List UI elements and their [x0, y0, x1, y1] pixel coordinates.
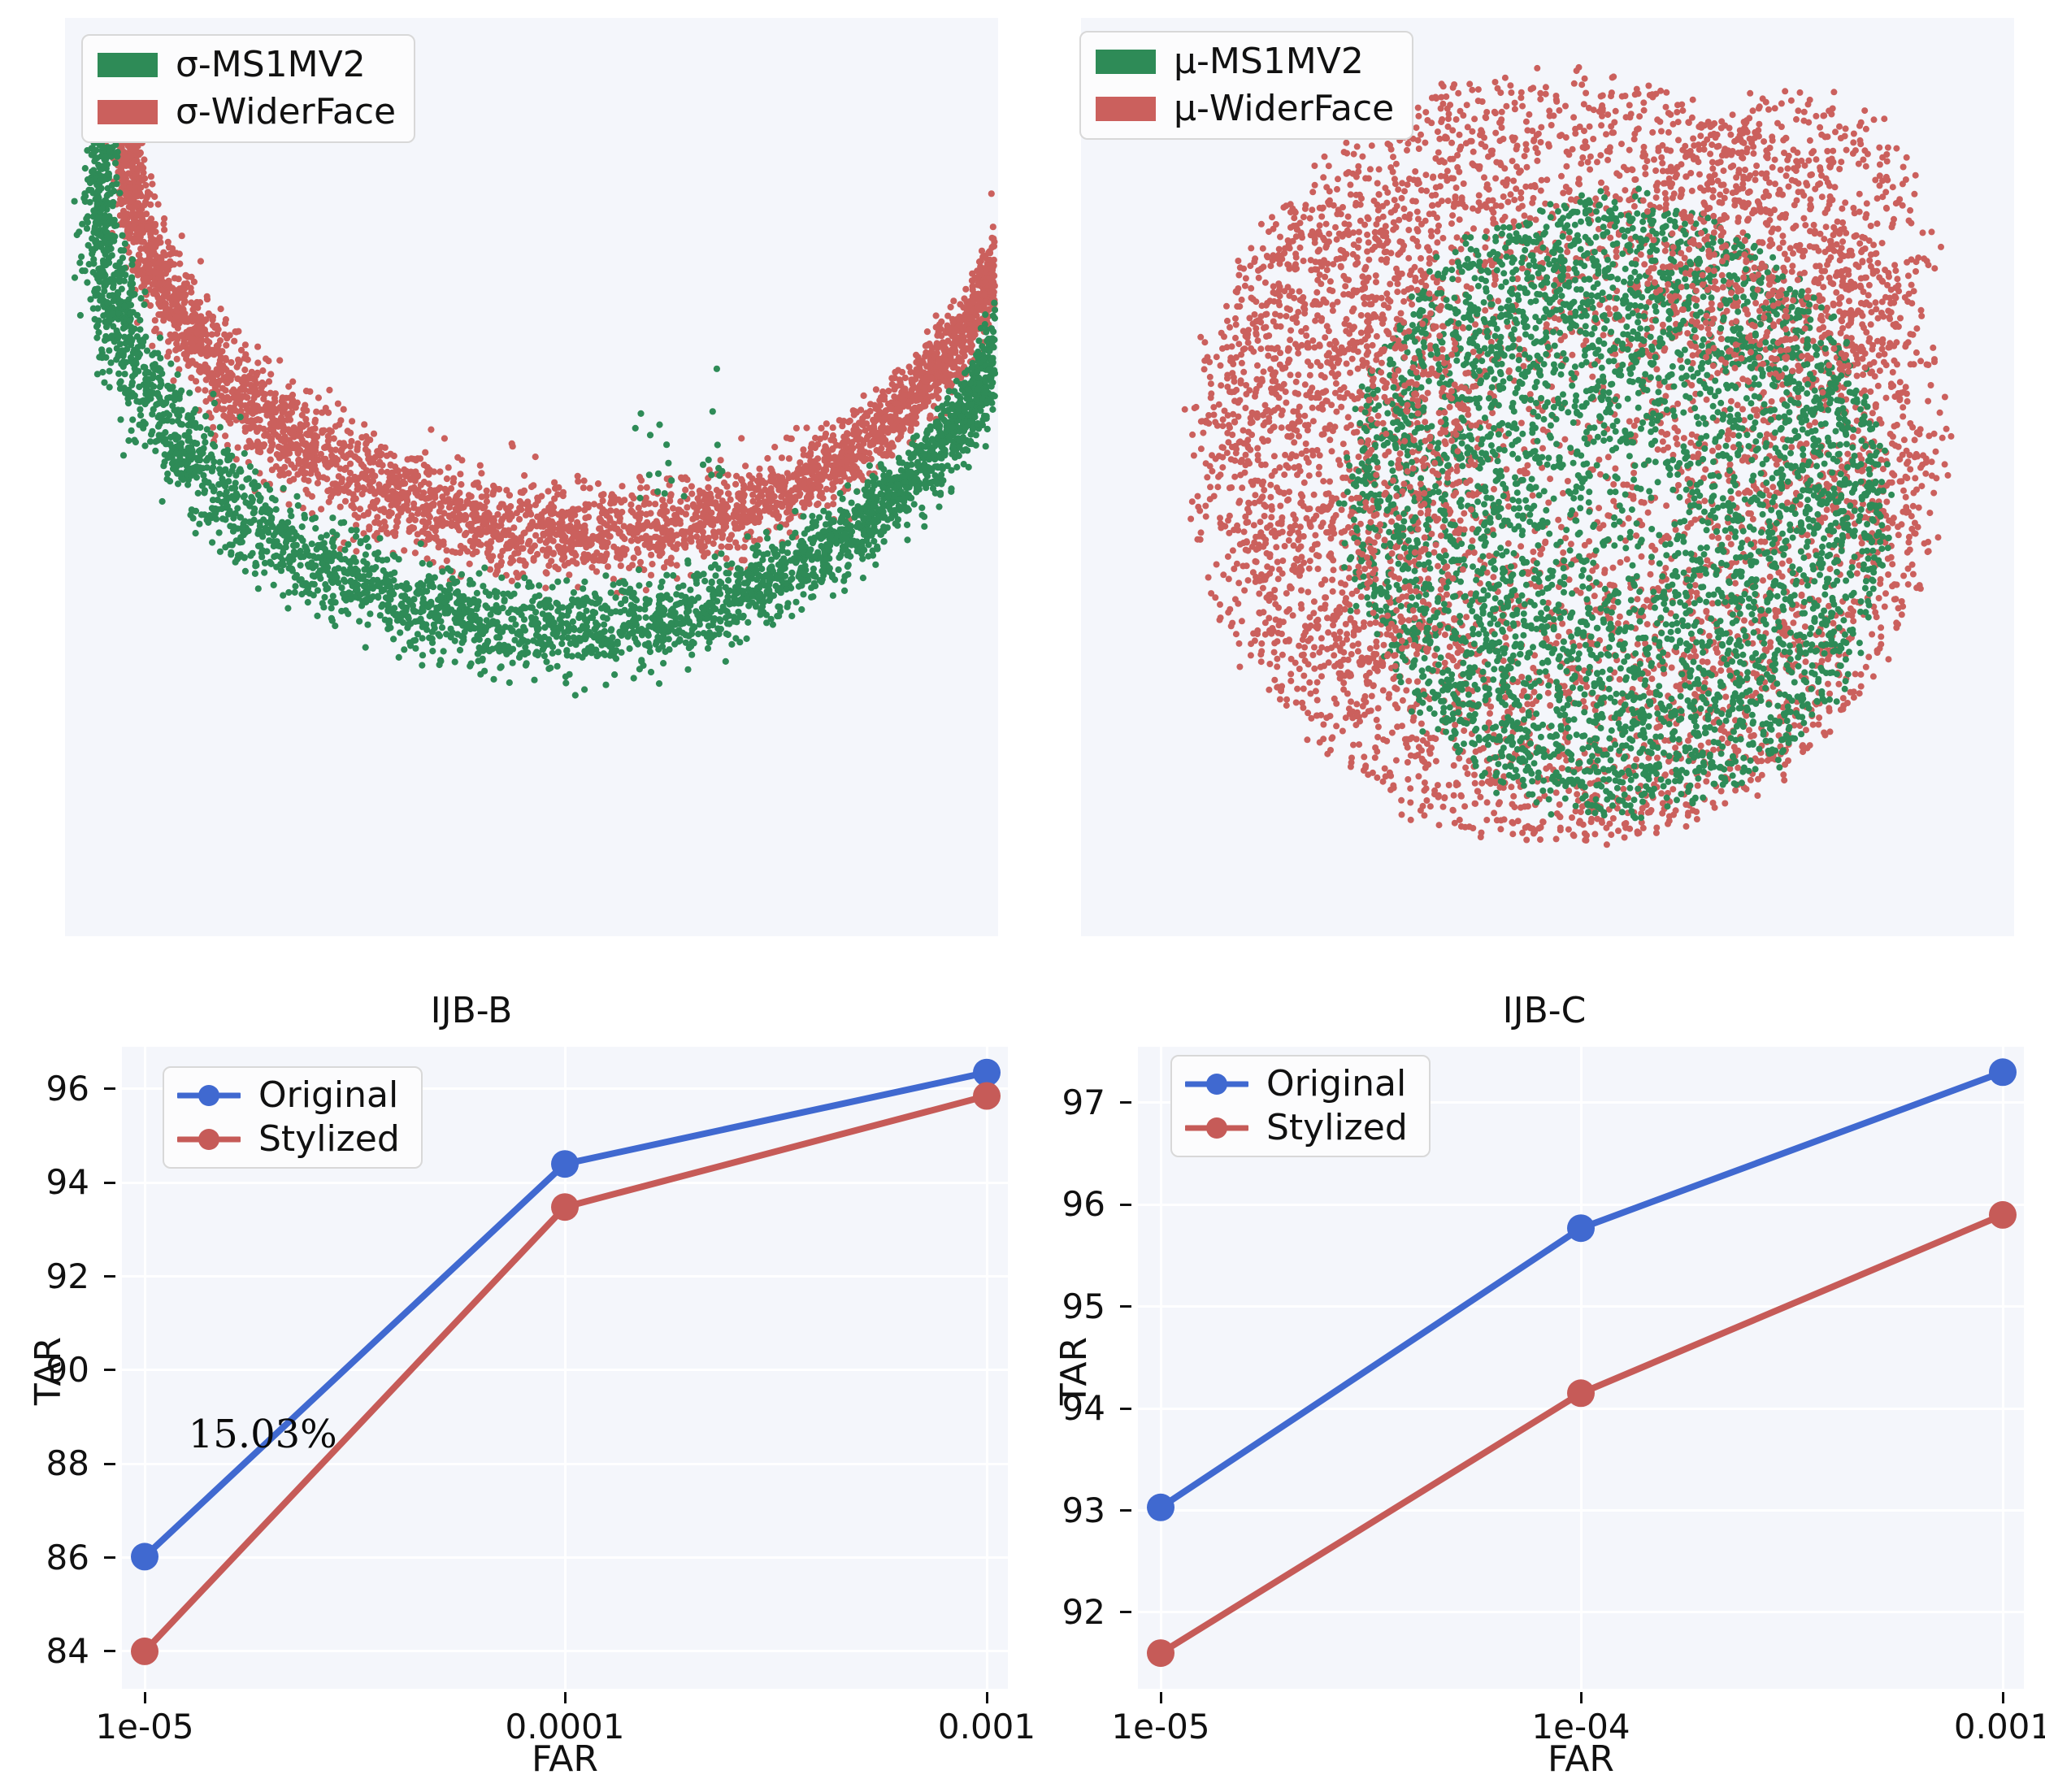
legend-label-original: Original — [258, 1074, 399, 1116]
legend-label-sigma-widerface: σ-WiderFace — [176, 91, 397, 132]
green-swatch-icon — [1096, 50, 1156, 74]
legend-label-original: Original — [1266, 1063, 1407, 1104]
red-line-marker-icon — [177, 1127, 241, 1152]
ijb-b-x-axis-label: FAR — [532, 1738, 598, 1780]
gridline-vertical — [143, 1047, 146, 1689]
y-tick-label: 86 — [46, 1537, 89, 1577]
red-swatch-icon — [98, 100, 158, 124]
gridline-vertical — [985, 1047, 988, 1689]
ijb-b-legend[interactable]: Original Stylized — [163, 1066, 423, 1169]
legend-label-sigma-ms1mv2: σ-MS1MV2 — [176, 44, 366, 85]
ijb-b-lines — [131, 1058, 1001, 1665]
x-tick-label: 1e-05 — [95, 1707, 194, 1746]
blue-line-marker-icon — [177, 1083, 241, 1108]
legend-item-stylized[interactable]: Stylized — [1185, 1110, 1408, 1146]
x-tick-mark — [1579, 1692, 1583, 1703]
legend-label-stylized: Stylized — [1266, 1107, 1408, 1148]
ijb-c-title: IJB-C — [1502, 990, 1587, 1031]
y-tick-mark — [104, 1369, 115, 1372]
legend-item-original[interactable]: Original — [177, 1078, 400, 1113]
x-tick-mark — [985, 1692, 988, 1703]
y-tick-label: 96 — [46, 1068, 89, 1109]
legend-item-sigma-ms1mv2[interactable]: σ-MS1MV2 — [98, 47, 396, 83]
gridline-vertical — [563, 1047, 567, 1689]
ijb-c-legend[interactable]: Original Stylized — [1170, 1055, 1431, 1157]
x-tick-mark — [1159, 1692, 1162, 1703]
gridline-vertical — [1579, 1047, 1583, 1689]
y-tick-label: 90 — [46, 1349, 89, 1390]
x-tick-label: 1e-05 — [1111, 1707, 1210, 1746]
gridline-vertical — [1159, 1047, 1162, 1689]
x-tick-mark — [563, 1692, 567, 1703]
sigma-scatter-panel — [65, 18, 998, 936]
y-tick-mark — [104, 1181, 115, 1184]
y-tick-mark — [104, 1087, 115, 1091]
ijb-b-annotation: 15.03% — [188, 1411, 337, 1457]
mu-scatter-panel — [1081, 18, 2014, 936]
sigma-scatter-legend[interactable]: σ-MS1MV2 σ-WiderFace — [81, 34, 416, 143]
y-tick-mark — [1120, 1509, 1131, 1512]
y-tick-label: 94 — [46, 1162, 89, 1203]
x-tick-label: 0.0001 — [505, 1707, 625, 1746]
y-tick-mark — [1120, 1101, 1131, 1104]
y-tick-label: 97 — [1062, 1082, 1105, 1122]
gridline-vertical — [2001, 1047, 2004, 1689]
y-tick-label: 95 — [1062, 1286, 1105, 1326]
y-tick-label: 92 — [46, 1256, 89, 1296]
red-line-marker-icon — [1185, 1116, 1248, 1140]
legend-item-sigma-widerface[interactable]: σ-WiderFace — [98, 94, 396, 130]
blue-line-marker-icon — [1185, 1072, 1248, 1096]
y-tick-label: 93 — [1062, 1490, 1105, 1530]
y-tick-mark — [104, 1275, 115, 1278]
y-tick-mark — [1120, 1611, 1131, 1614]
legend-label-stylized: Stylized — [258, 1118, 400, 1160]
legend-label-mu-ms1mv2: μ-MS1MV2 — [1174, 41, 1364, 82]
ijb-b-title: IJB-B — [430, 990, 513, 1031]
mu-scatter-points — [1181, 63, 1955, 848]
green-swatch-icon — [98, 53, 158, 77]
y-tick-label: 84 — [46, 1630, 89, 1671]
legend-item-stylized[interactable]: Stylized — [177, 1122, 400, 1157]
legend-item-mu-ms1mv2[interactable]: μ-MS1MV2 — [1096, 44, 1394, 80]
mu-scatter-legend[interactable]: μ-MS1MV2 μ-WiderFace — [1079, 31, 1414, 140]
y-tick-mark — [104, 1462, 115, 1465]
y-tick-label: 88 — [46, 1443, 89, 1484]
x-tick-label: 0.001 — [1953, 1707, 2045, 1746]
sigma-scatter-points — [71, 72, 998, 699]
x-tick-mark — [143, 1692, 146, 1703]
y-tick-label: 92 — [1062, 1591, 1105, 1632]
red-swatch-icon — [1096, 97, 1156, 121]
y-tick-mark — [104, 1650, 115, 1653]
y-tick-mark — [1120, 1407, 1131, 1410]
x-tick-label: 1e-04 — [1531, 1707, 1630, 1746]
ijb-c-lines — [1147, 1058, 2017, 1668]
x-tick-mark — [2001, 1692, 2004, 1703]
y-tick-mark — [104, 1556, 115, 1560]
x-tick-label: 0.001 — [937, 1707, 1036, 1746]
y-tick-label: 94 — [1062, 1388, 1105, 1429]
legend-label-mu-widerface: μ-WiderFace — [1174, 88, 1395, 129]
ijb-c-x-axis-label: FAR — [1548, 1738, 1614, 1780]
legend-item-original[interactable]: Original — [1185, 1066, 1408, 1102]
legend-item-mu-widerface[interactable]: μ-WiderFace — [1096, 91, 1394, 127]
y-tick-mark — [1120, 1305, 1131, 1308]
y-tick-label: 96 — [1062, 1184, 1105, 1225]
y-tick-mark — [1120, 1203, 1131, 1206]
